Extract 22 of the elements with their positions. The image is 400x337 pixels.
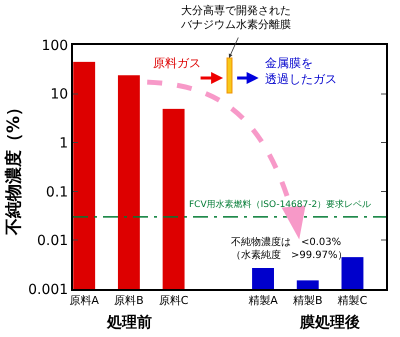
annotation: 金属膜を (265, 56, 313, 70)
x-tick-label: 原料B (114, 294, 144, 308)
y-tick-label: 10 (50, 86, 68, 103)
x-tick-label: 精製B (292, 294, 323, 308)
text: 大分高専で開発された (181, 4, 291, 17)
x-tick-label: 原料A (69, 294, 100, 308)
y-tick-label: 0.1 (46, 184, 68, 200)
text: 処理前 (106, 313, 152, 331)
text: バナジウム水素分離膜 (180, 18, 291, 31)
text: 膜処理後 (299, 313, 360, 331)
y-tick-label: 100 (41, 38, 68, 54)
ref-line-label: FCV用水素燃料（ISO-14687-2）要求レベル (189, 199, 372, 210)
annotation: 不純物濃度は <0.03% （水素純度 >99.97%） (231, 236, 348, 261)
x-tick-label: 原料C (158, 294, 189, 308)
y-tick-label: 0.001 (28, 282, 68, 298)
y-tick-label: 1 (59, 136, 68, 152)
x-tick-label: 精製C (338, 294, 368, 308)
y-axis-title: 不純物濃度（%） (4, 98, 24, 236)
y-tick-label: 0.01 (37, 233, 68, 250)
annotation: 原料ガス (153, 56, 201, 70)
x-tick-label: 精製A (248, 294, 278, 308)
annotation: 透過したガス (265, 72, 337, 86)
